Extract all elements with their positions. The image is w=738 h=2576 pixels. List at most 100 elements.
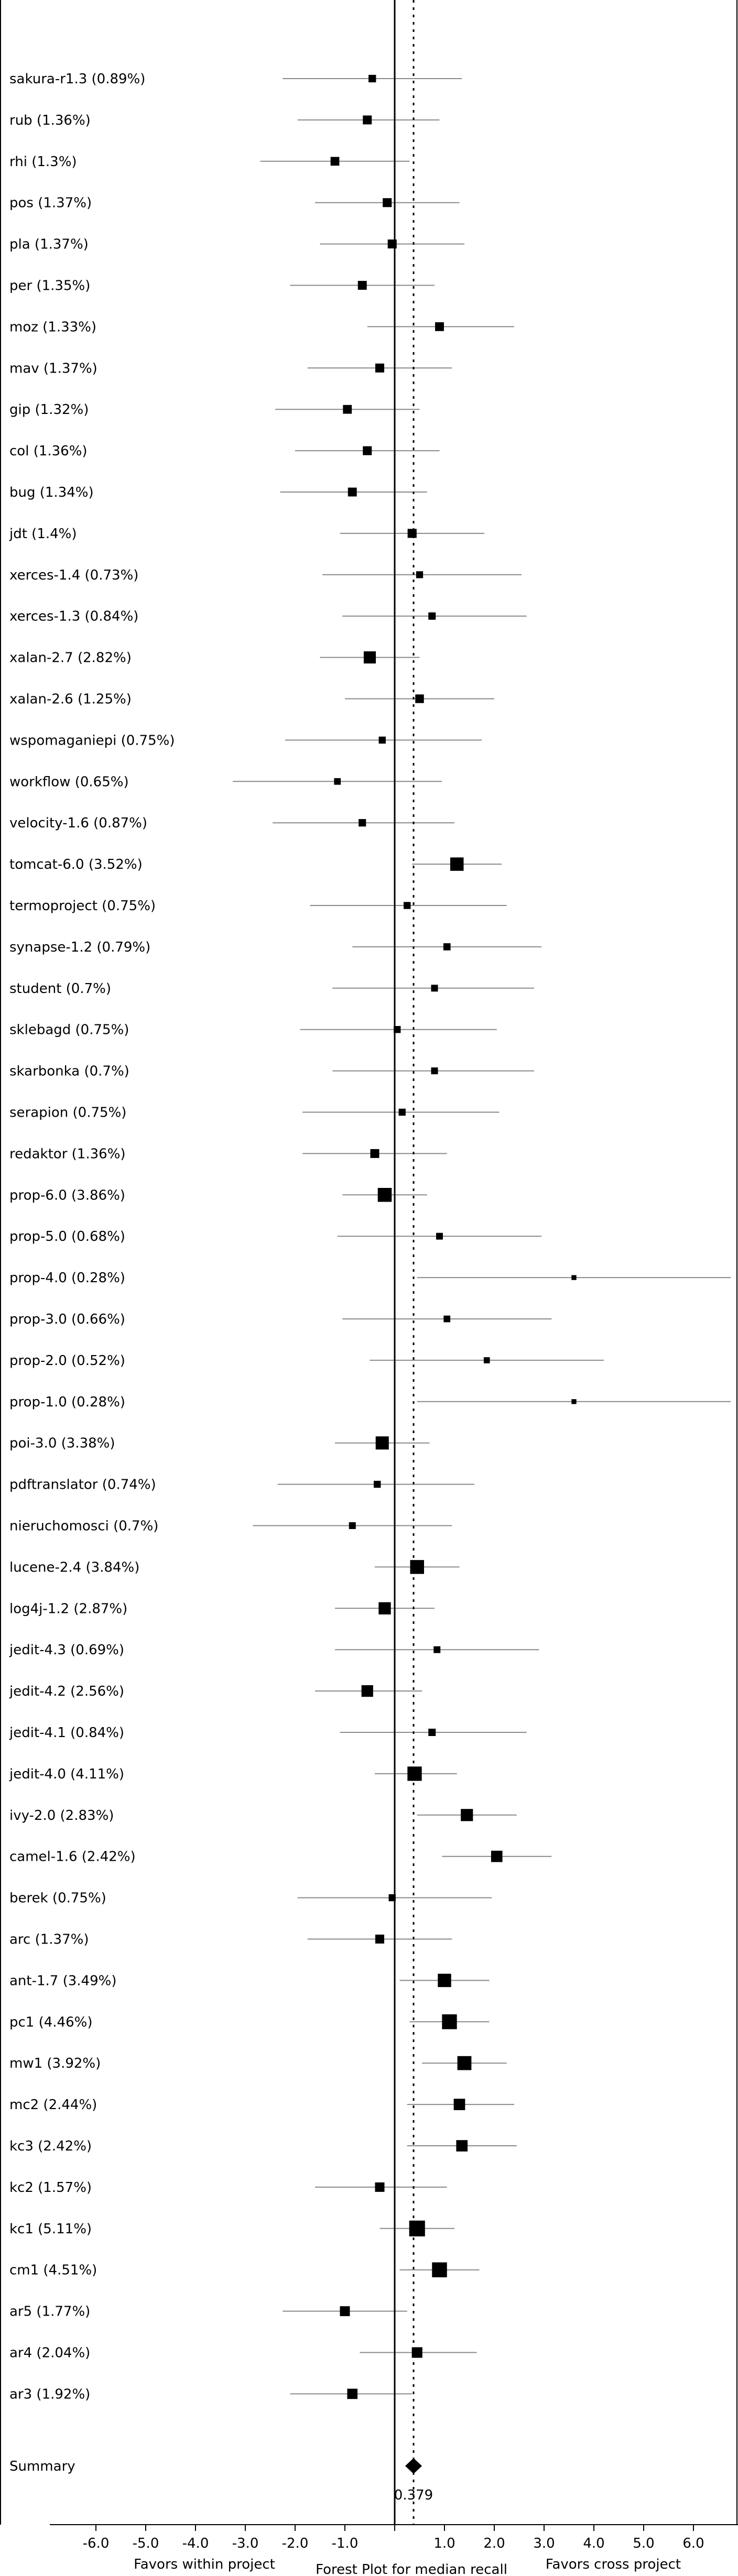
study-row: lucene-2.4 (3.84%) (9, 1559, 460, 1575)
left-caption: Favors within project (134, 2557, 275, 2572)
study-label: tomcat-6.0 (3.52%) (9, 857, 143, 872)
study-row: jdt (1.4%) (9, 526, 484, 542)
study-row: arc (1.37%) (9, 1932, 452, 1948)
study-label: cm1 (4.51%) (9, 2263, 97, 2278)
effect-marker (361, 1685, 373, 1697)
study-label: nieruchomosci (0.7%) (9, 1519, 158, 1534)
x-tick-label: 6.0 (682, 2536, 704, 2551)
study-label: prop-6.0 (3.86%) (9, 1187, 125, 1203)
x-tick-label: -1.0 (332, 2536, 359, 2551)
study-label: xerces-1.4 (0.73%) (9, 567, 138, 583)
effect-marker (377, 1188, 392, 1202)
x-tick-label: 1.0 (433, 2536, 455, 2551)
study-row: mav (1.37%) (9, 361, 452, 376)
study-label: bug (1.34%) (9, 485, 94, 500)
study-row: prop-4.0 (0.28%) (9, 1270, 731, 1286)
effect-marker (416, 571, 424, 578)
study-label: log4j-1.2 (2.87%) (9, 1601, 127, 1617)
study-row: prop-1.0 (0.28%) (9, 1394, 731, 1410)
effect-marker (442, 2014, 457, 2029)
effect-marker (436, 1232, 443, 1240)
study-label: ant-1.7 (3.49%) (9, 1973, 116, 1989)
study-row: workflow (0.65%) (9, 774, 442, 790)
study-label: pos (1.37%) (9, 195, 92, 211)
study-row: col (1.36%) (9, 443, 440, 459)
study-rows: sakura-r1.3 (0.89%) rub (1.36%) rhi (1.3%)… (9, 71, 731, 2402)
study-row: ar5 (1.77%) (9, 2304, 407, 2320)
effect-marker (428, 1729, 436, 1736)
study-row: kc3 (2.42%) (9, 2138, 517, 2154)
study-label: camel-1.6 (2.42%) (9, 1849, 136, 1865)
study-label: jedit-4.1 (0.84%) (9, 1725, 124, 1741)
study-label: prop-2.0 (0.52%) (9, 1353, 125, 1369)
summary-label: Summary (9, 2459, 75, 2474)
study-row: termoproject (0.75%) (9, 898, 507, 914)
x-tick-label: -4.0 (182, 2536, 209, 2551)
effect-marker (453, 2099, 465, 2110)
effect-marker (370, 1149, 379, 1158)
chart-title: Forest Plot for median recall (316, 2562, 507, 2576)
study-row: xerces-1.4 (0.73%) (9, 567, 522, 583)
study-row: jedit-4.2 (2.56%) (9, 1684, 422, 1699)
study-label: ar4 (2.04%) (9, 2345, 90, 2361)
study-row: ar4 (2.04%) (9, 2345, 477, 2361)
study-row: sakura-r1.3 (0.89%) (9, 71, 462, 87)
effect-marker (571, 1399, 577, 1404)
study-label: poi-3.0 (3.38%) (9, 1436, 115, 1451)
reference-lines (0, 0, 737, 2525)
effect-marker (407, 529, 417, 538)
study-label: lucene-2.4 (3.84%) (9, 1559, 139, 1575)
effect-marker (457, 2056, 472, 2070)
study-row: rub (1.36%) (9, 113, 440, 128)
effect-marker (375, 363, 385, 373)
study-row: prop-5.0 (0.68%) (9, 1229, 542, 1245)
effect-marker (398, 1108, 406, 1116)
effect-marker (359, 819, 366, 827)
study-label: per (1.35%) (9, 278, 90, 294)
study-row: pdftranslator (0.74%) (9, 1477, 474, 1493)
effect-marker (383, 198, 392, 208)
effect-marker (483, 1357, 490, 1363)
study-row: ar3 (1.92%) (9, 2386, 413, 2402)
study-row: xalan-2.7 (2.82%) (9, 650, 420, 666)
x-axis: -6.0 -5.0 -4.0 -3.0 -2.0 -1.0 1.0 2.0 3.0 4.0 5.0 6… (50, 2524, 738, 2551)
study-row: pc1 (4.46%) (9, 2014, 490, 2030)
study-row: ivy-2.0 (2.83%) (9, 1808, 517, 1824)
effect-marker (368, 74, 376, 83)
study-label: kc3 (2.42%) (9, 2138, 92, 2154)
right-caption: Favors cross project (546, 2557, 681, 2572)
study-label: berek (0.75%) (9, 1891, 106, 1906)
study-label: arc (1.37%) (9, 1932, 89, 1948)
study-row: mw1 (3.92%) (9, 2056, 507, 2071)
effect-marker (363, 446, 372, 455)
study-row: pos (1.37%) (9, 195, 460, 211)
study-row: serapion (0.75%) (9, 1105, 500, 1121)
study-row: gip (1.32%) (9, 402, 420, 418)
effect-marker (410, 1560, 425, 1574)
effect-marker (363, 651, 376, 664)
study-row: skarbonka (0.7%) (9, 1064, 534, 1079)
study-label: prop-4.0 (0.28%) (9, 1270, 125, 1286)
study-label: synapse-1.2 (0.79%) (9, 940, 150, 955)
x-tick-label: 3.0 (533, 2536, 555, 2551)
effect-marker (433, 1646, 441, 1653)
effect-marker (491, 1850, 503, 1862)
effect-marker (438, 1973, 451, 1988)
study-label: pc1 (4.46%) (9, 2014, 93, 2030)
study-row: prop-3.0 (0.66%) (9, 1312, 552, 1327)
effect-marker (461, 1809, 473, 1821)
study-label: ivy-2.0 (2.83%) (9, 1808, 114, 1824)
x-tick-label: -2.0 (282, 2536, 309, 2551)
x-tick-label: -3.0 (232, 2536, 259, 2551)
effect-marker (409, 2220, 425, 2236)
study-label: prop-5.0 (0.68%) (9, 1229, 125, 1245)
study-label: rhi (1.3%) (9, 154, 77, 170)
x-tick-label: 5.0 (633, 2536, 654, 2551)
effect-marker (428, 612, 436, 620)
study-row: jedit-4.3 (0.69%) (9, 1642, 539, 1658)
effect-marker (375, 1436, 389, 1450)
effect-marker (374, 1480, 381, 1488)
effect-marker (456, 2140, 468, 2152)
